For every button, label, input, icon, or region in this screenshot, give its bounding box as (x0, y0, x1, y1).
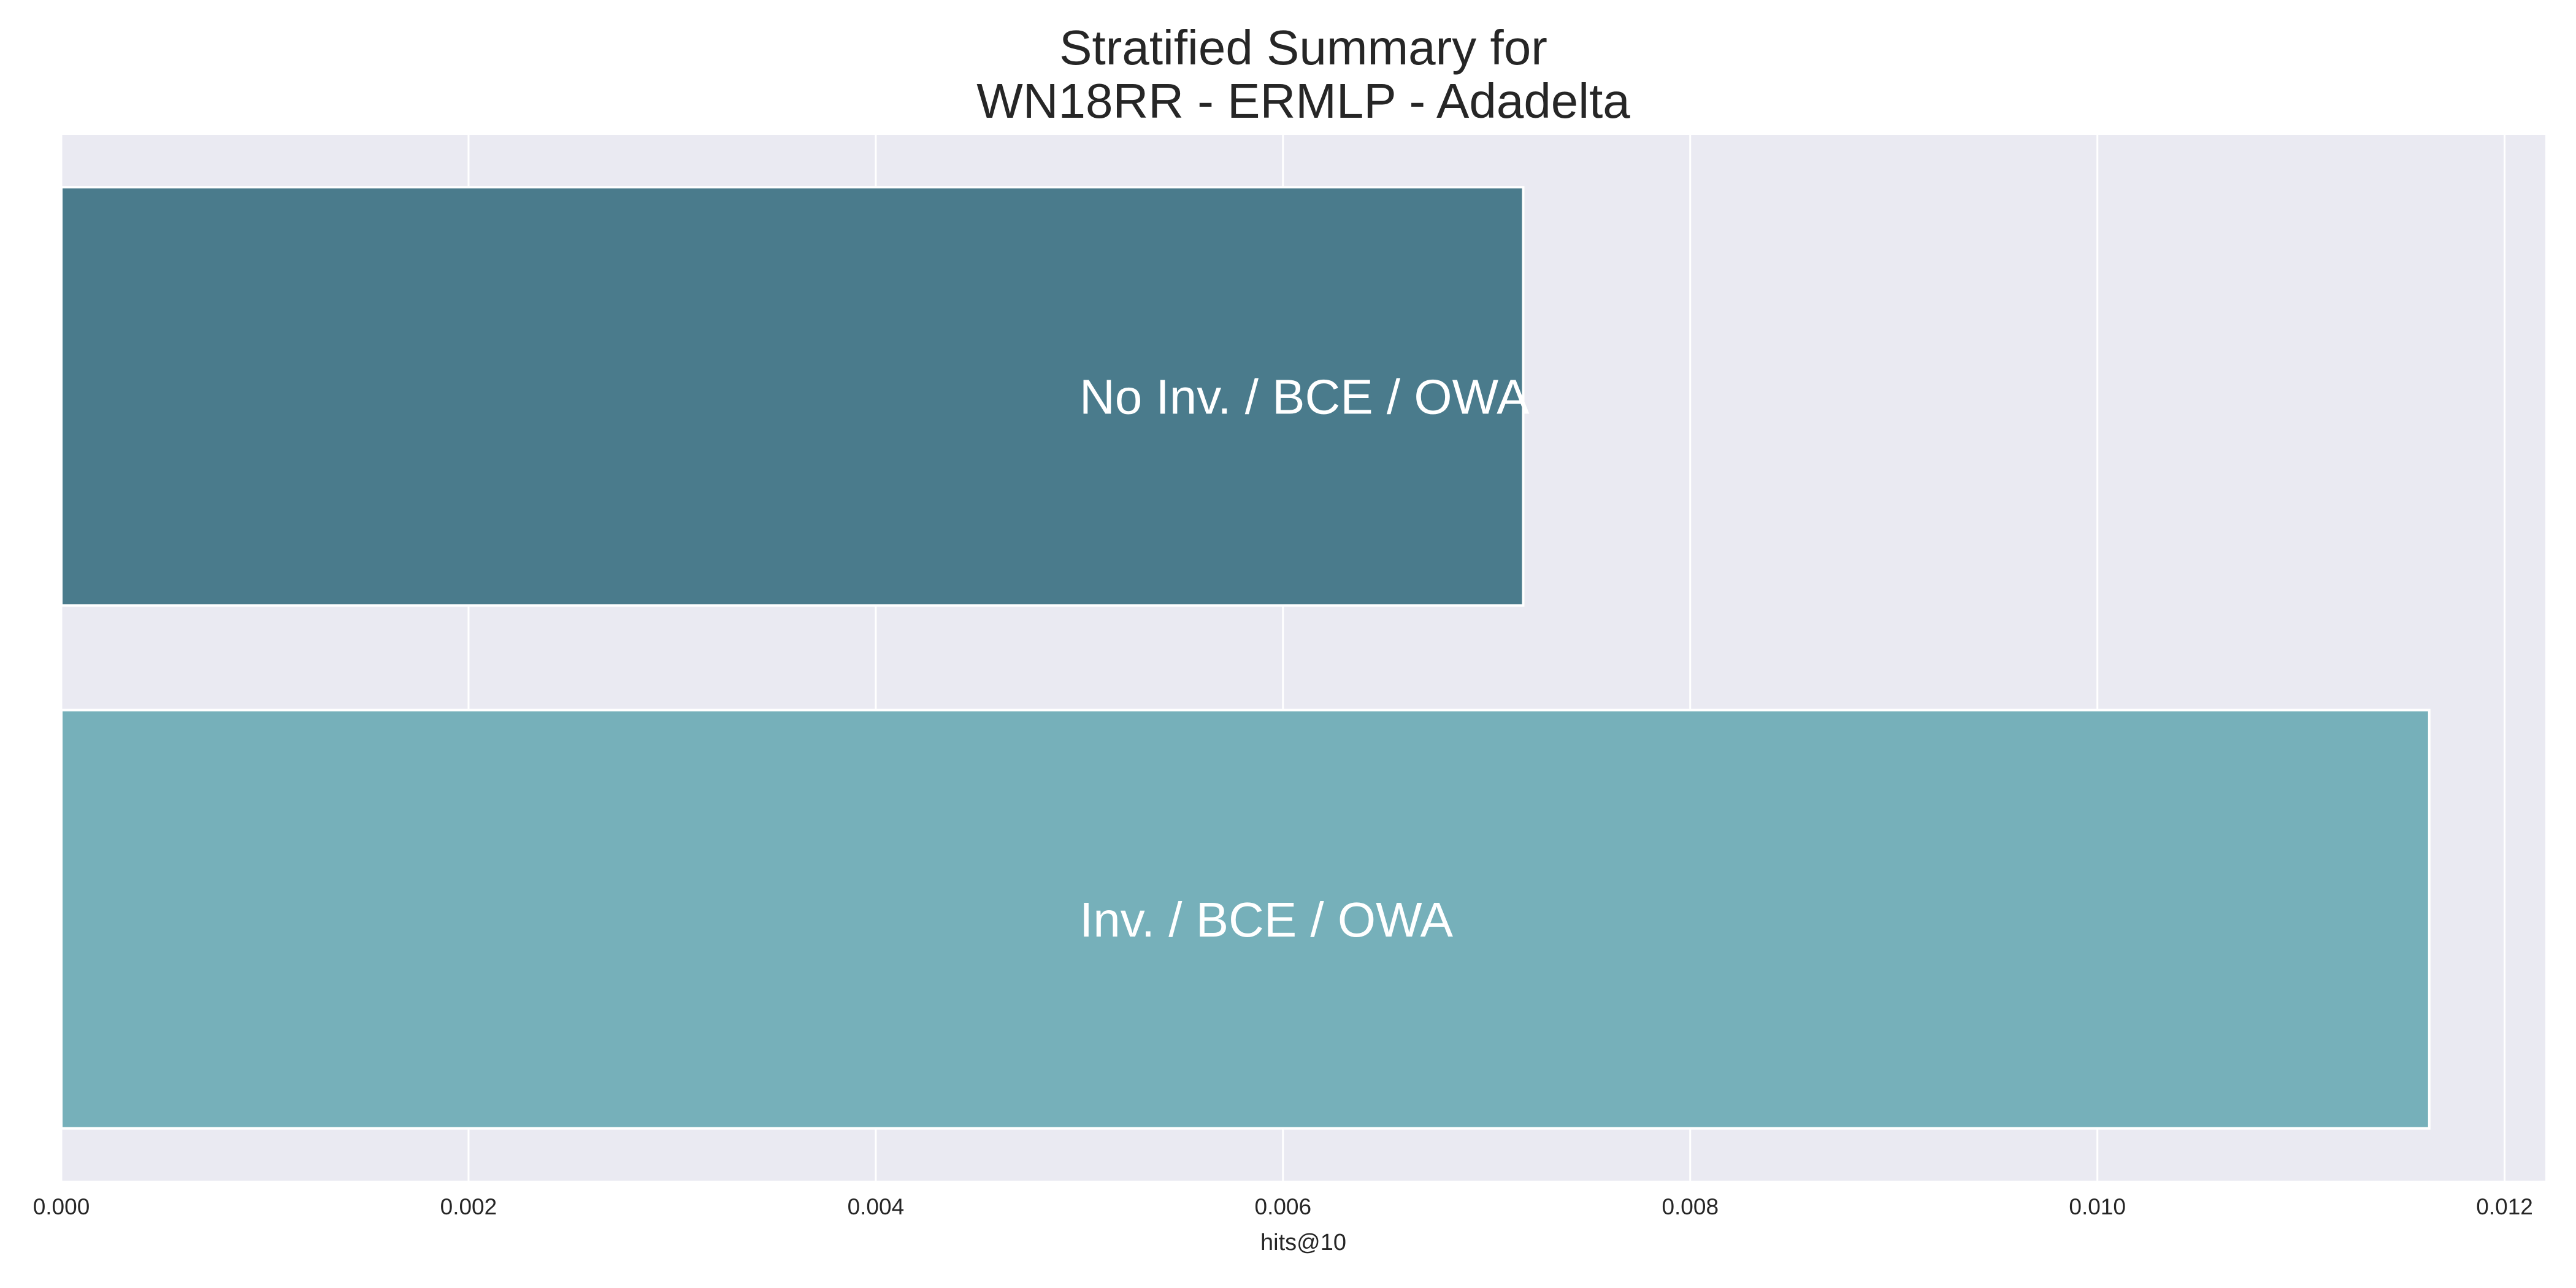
bars (60, 186, 2431, 1130)
x-tick-label: 0.004 (848, 1194, 905, 1219)
chart-title-line-2: WN18RR - ERMLP - Adadelta (976, 74, 1630, 128)
bar-category-label: Inv. / BCE / OWA (1079, 892, 1454, 947)
chart-title-line-1: Stratified Summary for (1059, 20, 1547, 75)
x-tick-label: 0.002 (440, 1194, 497, 1219)
x-axis-label: hits@10 (1260, 1230, 1346, 1255)
bar (60, 186, 1525, 607)
x-tick-label: 0.008 (1662, 1194, 1719, 1219)
x-tick-label: 0.000 (33, 1194, 90, 1219)
bar-labels: No Inv. / BCE / OWA Inv. / BCE / OWA (1079, 369, 1530, 947)
x-tick-label: 0.012 (2476, 1194, 2533, 1219)
x-tick-labels: 0.000 0.002 0.004 0.006 0.008 0.010 0.012 (33, 1194, 2533, 1219)
bar (60, 708, 2431, 1130)
bar-category-label: No Inv. / BCE / OWA (1079, 369, 1530, 424)
x-tick-label: 0.010 (2069, 1194, 2126, 1219)
x-tick-label: 0.006 (1255, 1194, 1312, 1219)
